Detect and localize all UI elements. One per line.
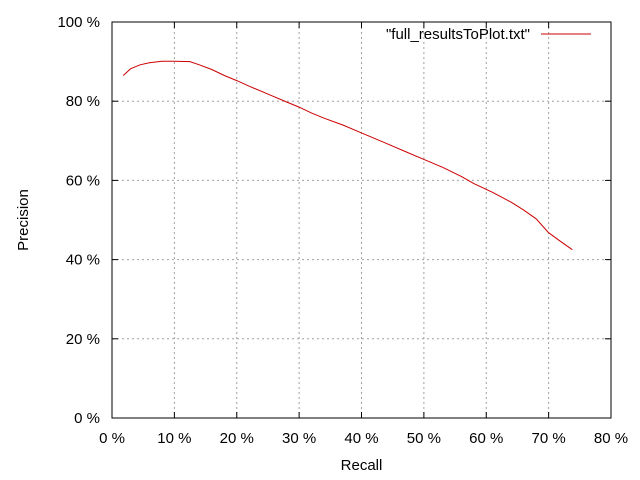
x-tick-label: 0 %: [99, 430, 125, 447]
x-axis-label: Recall: [341, 457, 383, 474]
series-line: [122, 60, 573, 251]
x-tick-label: 60 %: [469, 430, 503, 447]
y-tick-label: 80 %: [66, 93, 100, 110]
x-tick-label: 50 %: [407, 430, 441, 447]
x-tick-label: 30 %: [282, 430, 316, 447]
y-tick-label: 0 %: [74, 410, 100, 427]
y-tick-label: 100 %: [57, 14, 100, 31]
grid-lines: [112, 22, 611, 418]
y-tick-label: 20 %: [66, 331, 100, 348]
legend: "full_resultsToPlot.txt": [386, 26, 591, 43]
y-tick-label: 40 %: [66, 252, 100, 269]
y-tick-label: 60 %: [66, 172, 100, 189]
x-tick-label: 70 %: [532, 430, 566, 447]
x-tick-label: 40 %: [344, 430, 378, 447]
x-tick-label: 20 %: [220, 430, 254, 447]
legend-label: "full_resultsToPlot.txt": [386, 26, 530, 43]
y-axis-label: Precision: [15, 189, 32, 251]
tick-marks: [111, 21, 612, 419]
x-tick-label: 10 %: [157, 430, 191, 447]
x-tick-label: 80 %: [594, 430, 628, 447]
tick-labels: 0 % 10 % 20 % 30 % 40 % 50 % 60 % 70 % 80 % 0 % 20…: [57, 14, 628, 447]
series-layer: [122, 60, 573, 251]
